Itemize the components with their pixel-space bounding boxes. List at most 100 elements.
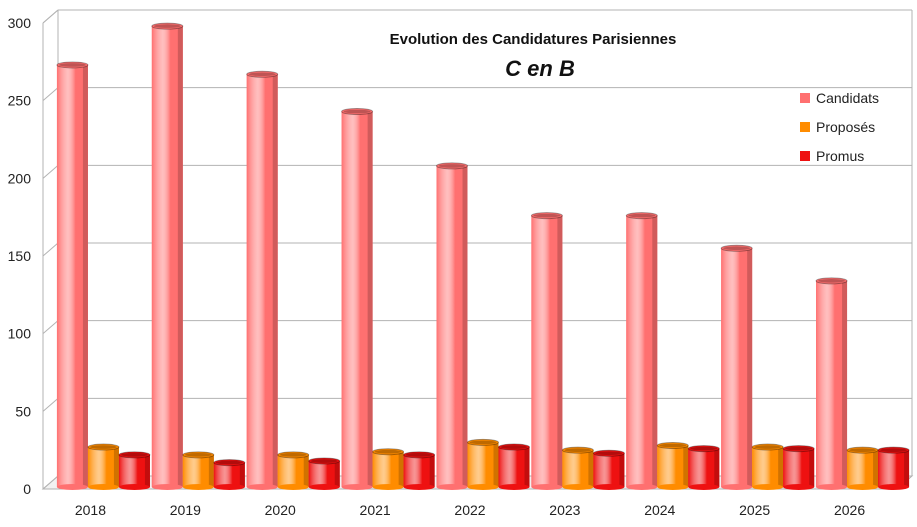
bar-edge [177,26,183,488]
bar [56,61,89,490]
bar-top-shade [818,279,846,283]
bar-shading [246,74,278,487]
bar-shading [688,448,720,487]
bar [720,244,753,490]
bar-edge [429,454,435,487]
bar [277,451,310,490]
bar-shading [277,454,309,487]
bar-edge [652,215,658,487]
bar-base [467,484,499,490]
bar-base [182,484,214,490]
bar [687,445,720,490]
bar-top-shade [533,213,561,218]
bar-top [151,22,184,30]
bar-top-shade [310,459,338,463]
grid-line-side [42,397,59,412]
bar-edge [113,447,119,487]
bar-shading [783,448,815,487]
bar-top [213,459,246,467]
bar-base [118,484,150,490]
bar-top [467,438,499,446]
bar-shading [657,445,689,487]
bar-shading [593,453,625,487]
bar-base [277,484,309,490]
bar [751,443,784,490]
bar-base [783,484,815,490]
bar [498,443,530,490]
bar-top-shade [405,453,433,457]
y-tick-label: 0 [23,481,31,497]
x-tick-label: 2020 [265,502,296,518]
bar-top [656,442,689,450]
grid-line-side [42,475,59,490]
bar-shading [467,442,499,487]
bar-top [246,70,279,78]
bar [341,108,374,490]
bar [308,457,341,490]
bar [815,277,848,490]
x-tick-label: 2024 [644,502,675,518]
y-tick-label: 250 [8,93,32,109]
bar-base [593,484,625,490]
bar-shading [562,450,594,487]
bar-top-shade [374,449,402,454]
bar-shading [721,248,753,487]
bar-base [498,484,530,490]
y-tick-label: 150 [8,248,32,264]
bar-top [182,451,215,459]
bar-top [308,457,341,465]
bar-base [878,484,910,490]
bar [118,451,151,490]
bar-shading [403,454,435,487]
bar-top [877,446,910,454]
bar-top-shade [723,246,751,251]
bar-edge [778,447,784,487]
x-tick-label: 2021 [360,502,391,518]
bar-top-shade [564,448,592,452]
bars [56,22,910,490]
bar-edge [493,442,499,487]
bar [182,451,215,490]
bar-top-shade [343,109,371,114]
bar-top [498,443,530,451]
bar-base [531,484,563,490]
bar-edge [367,111,373,487]
y-tick-label: 200 [8,170,32,186]
bar-edge [747,248,753,487]
bar-top [815,277,848,285]
bar-edge [239,462,245,487]
grid-line-side [42,87,59,102]
legend: Candidats Proposés Promus [800,90,879,164]
bar [625,212,658,490]
legend-swatch [800,151,810,161]
bar-top [403,451,436,459]
legend-swatch [800,93,810,103]
bar-top-shade [248,72,276,77]
bar-edge [842,280,848,487]
bar-edge [683,445,689,487]
chart-subtitle: C en B [505,56,575,81]
bar-shading [341,111,373,487]
bar-shading [626,215,658,487]
bar [592,449,625,490]
bar-edge [303,454,309,487]
grid-line-side [42,164,59,179]
x-tick-label: 2018 [75,502,106,518]
bar-base [816,484,848,490]
bar-shading [308,461,340,487]
bar-shading [878,450,910,487]
bar-edge [873,450,879,487]
bar [151,22,184,490]
bar-top-shade [215,460,243,465]
x-tick-label: 2022 [454,502,485,518]
bar-top [372,448,405,456]
bar [436,162,468,490]
bar-top [625,212,658,220]
bar-base [341,484,373,490]
y-tick-labels: 0 50 100 150 200 250 300 [8,15,32,497]
bar-shading [752,447,784,487]
bar-base [213,484,245,490]
chart-title: Evolution des Candidatures Parisiennes [390,31,677,48]
bar [561,446,594,490]
